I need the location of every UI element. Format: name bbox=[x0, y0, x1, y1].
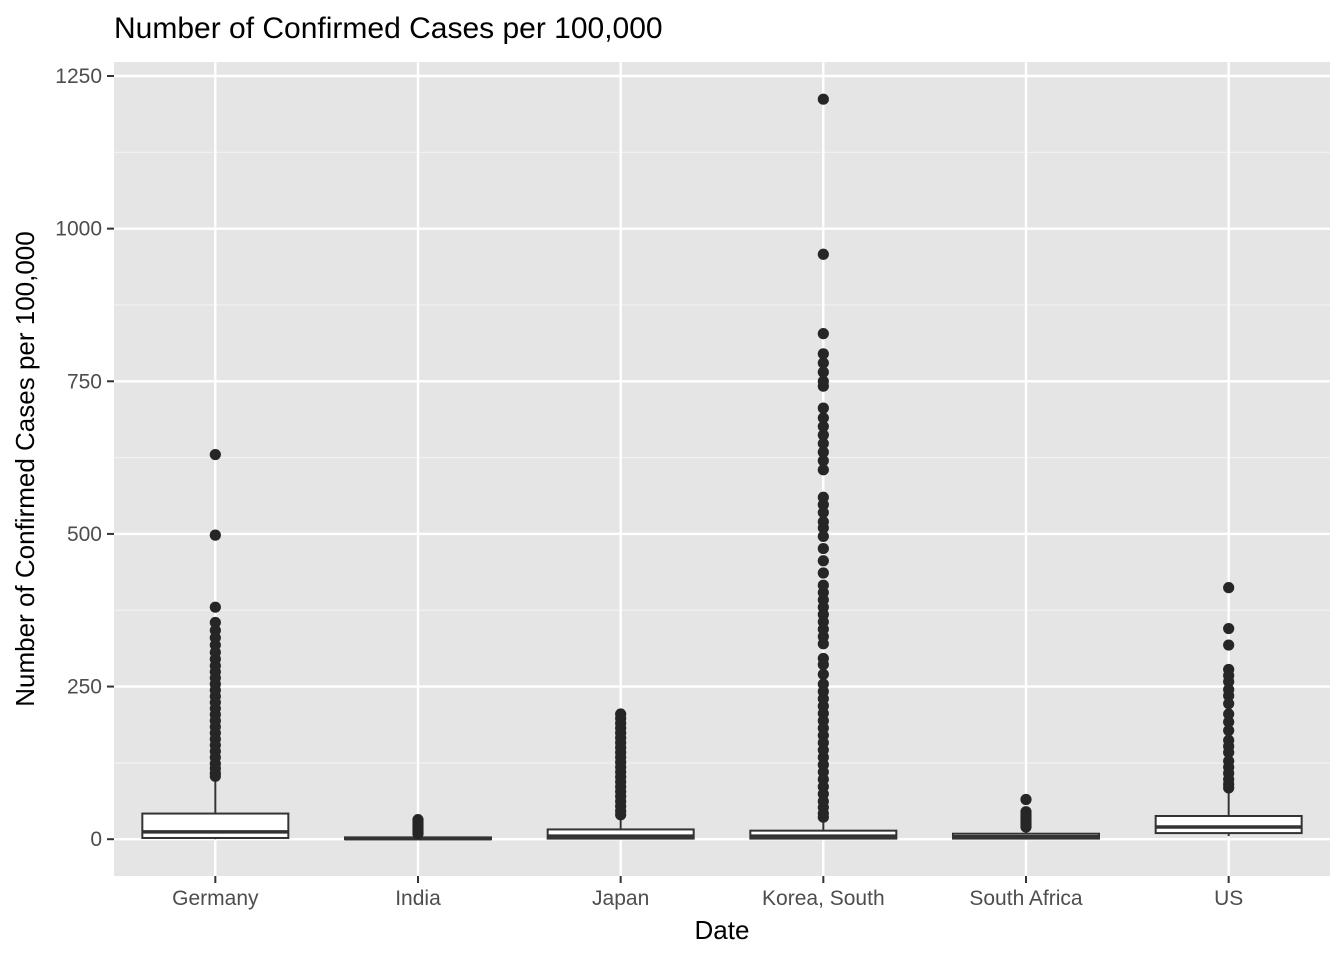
outlier-point bbox=[817, 530, 829, 542]
outlier-point bbox=[817, 328, 829, 340]
outlier-point bbox=[817, 567, 829, 579]
y-tick-label: 250 bbox=[67, 676, 102, 699]
outlier-point bbox=[817, 348, 829, 360]
box-group bbox=[546, 708, 695, 840]
outlier-point bbox=[817, 658, 829, 671]
outlier-point bbox=[1223, 716, 1235, 728]
x-axis: Germany India Japan Korea, South South Afric… bbox=[172, 876, 1243, 910]
x-tick-label: India bbox=[395, 887, 441, 910]
outlier-point bbox=[1020, 821, 1032, 833]
x-tick-label: Germany bbox=[172, 887, 259, 910]
y-tick-label: 1000 bbox=[55, 218, 102, 241]
x-tick-label: Korea, South bbox=[762, 887, 885, 910]
outlier-point bbox=[817, 380, 829, 392]
box-group bbox=[1154, 582, 1303, 837]
outlier-point bbox=[817, 455, 829, 467]
boxes bbox=[141, 93, 1303, 841]
box bbox=[141, 812, 290, 839]
outlier-point bbox=[817, 506, 829, 519]
box bbox=[1154, 814, 1303, 835]
outlier-point bbox=[1223, 782, 1235, 794]
outlier-point bbox=[817, 638, 829, 650]
outlier-point bbox=[817, 437, 829, 450]
box-group bbox=[141, 448, 290, 840]
x-tick-label: Japan bbox=[592, 887, 649, 910]
y-tick-label: 0 bbox=[90, 828, 102, 851]
x-tick-label: South Africa bbox=[969, 887, 1083, 910]
outlier-point bbox=[817, 522, 829, 534]
outlier-point bbox=[817, 668, 829, 680]
outlier-point bbox=[1223, 639, 1235, 651]
outlier-point bbox=[1223, 676, 1235, 688]
outlier-point bbox=[209, 770, 221, 782]
outlier-point bbox=[1020, 793, 1032, 806]
outlier-point bbox=[209, 601, 221, 613]
outlier-point bbox=[817, 499, 829, 511]
outlier-point bbox=[1223, 690, 1235, 702]
outlier-point bbox=[817, 446, 829, 458]
y-axis: 0 250 500 750 1000 1250 bbox=[55, 65, 114, 851]
outlier-point bbox=[817, 555, 829, 567]
box-group bbox=[344, 814, 492, 841]
box bbox=[546, 828, 695, 840]
outlier-point bbox=[209, 448, 221, 461]
outlier-point bbox=[1223, 708, 1235, 720]
outlier-point bbox=[817, 429, 829, 441]
box-group bbox=[952, 793, 1100, 840]
outlier-point bbox=[615, 809, 627, 821]
y-tick-label: 750 bbox=[67, 370, 102, 393]
outlier-point bbox=[817, 93, 829, 105]
outlier-point bbox=[817, 366, 829, 378]
outlier-point bbox=[817, 357, 829, 369]
outlier-point bbox=[817, 248, 829, 260]
outlier-point bbox=[209, 529, 221, 541]
outlier-point bbox=[1223, 622, 1235, 635]
outlier-point bbox=[817, 542, 829, 555]
outlier-point bbox=[1223, 724, 1235, 737]
outlier-point bbox=[817, 811, 829, 823]
outlier-point bbox=[817, 412, 829, 424]
chart-title: Number of Confirmed Cases per 100,000 bbox=[114, 12, 663, 45]
box-group bbox=[749, 93, 898, 840]
y-tick-label: 500 bbox=[67, 523, 102, 546]
x-tick-label: US bbox=[1214, 887, 1243, 910]
y-axis-title: Number of Confirmed Cases per 100,000 bbox=[10, 231, 40, 706]
outlier-point bbox=[817, 464, 829, 476]
outlier-point bbox=[209, 616, 221, 629]
outlier-point bbox=[412, 828, 424, 840]
outlier-point bbox=[1223, 746, 1235, 759]
plot-panel bbox=[114, 62, 1330, 876]
outlier-point bbox=[1223, 582, 1235, 594]
x-axis-title: Date bbox=[695, 915, 750, 945]
outlier-point bbox=[1223, 698, 1235, 710]
outlier-point bbox=[817, 420, 829, 433]
outlier-point bbox=[817, 402, 829, 414]
y-tick-label: 1250 bbox=[55, 65, 102, 88]
